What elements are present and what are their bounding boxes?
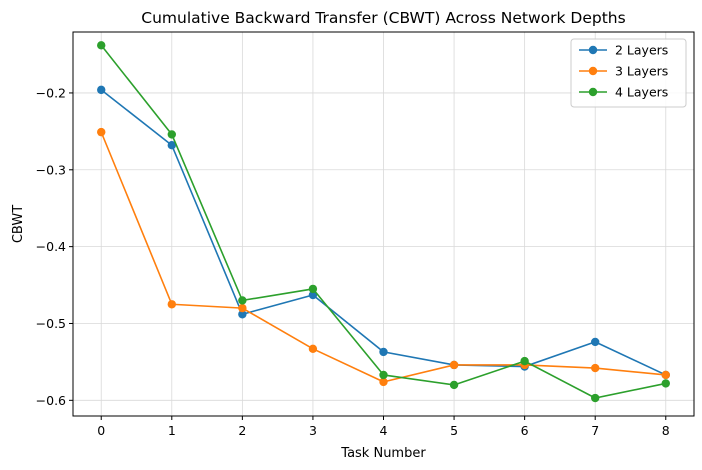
data-point <box>379 377 388 387</box>
x-axis-label: Task Number <box>340 446 426 461</box>
data-point <box>308 344 318 354</box>
data-point <box>379 347 388 357</box>
data-point <box>97 127 106 137</box>
legend-item: 2 Layers <box>579 43 668 58</box>
legend: 2 Layers 3 Layers 4 Layers <box>570 38 687 108</box>
series-layer <box>97 41 670 403</box>
data-point <box>238 296 247 305</box>
data-point <box>167 130 176 139</box>
x-tick-label: 4 <box>380 423 388 438</box>
data-point <box>167 300 176 309</box>
legend-item: 3 Layers <box>579 64 668 79</box>
y-tick-label: −0.3 <box>36 162 66 177</box>
x-tick-label: 5 <box>450 423 458 438</box>
x-tick-label: 3 <box>309 423 317 438</box>
data-point <box>97 85 106 95</box>
data-point <box>238 303 247 313</box>
data-point <box>591 393 600 403</box>
legend-marker <box>588 87 598 97</box>
x-tick-label: 2 <box>238 423 246 438</box>
x-axis: 0 1 2 3 4 5 6 7 8 <box>97 416 670 438</box>
y-axis-label: CBWT <box>11 205 26 243</box>
data-point <box>449 380 459 390</box>
data-point <box>308 290 318 300</box>
data-point <box>97 41 106 50</box>
legend-label: 2 Layers <box>615 43 668 58</box>
y-tick-label: −0.6 <box>36 393 66 408</box>
y-axis: −0.2 −0.3 −0.4 −0.5 −0.6 <box>36 85 73 408</box>
data-point <box>449 360 459 370</box>
legend-item: 4 Layers <box>579 85 668 100</box>
data-point <box>591 363 600 373</box>
x-tick-label: 8 <box>662 423 670 438</box>
y-tick-label: −0.2 <box>36 85 66 100</box>
data-point <box>661 379 670 388</box>
x-tick-label: 0 <box>97 423 105 438</box>
legend-label: 4 Layers <box>615 85 668 100</box>
y-tick-label: −0.4 <box>36 239 66 254</box>
data-point <box>379 370 388 380</box>
data-point <box>308 284 318 294</box>
series-2 <box>97 127 670 387</box>
legend-label: 3 Layers <box>615 64 668 79</box>
legend-marker <box>588 45 598 55</box>
data-point <box>661 370 670 380</box>
data-point <box>167 140 176 150</box>
data-point <box>591 337 600 347</box>
x-tick-label: 7 <box>591 423 599 438</box>
legend-box <box>570 38 687 108</box>
chart-title: Cumulative Backward Transfer (CBWT) Acro… <box>141 9 625 27</box>
data-point <box>238 310 247 319</box>
y-tick-label: −0.5 <box>36 316 66 331</box>
series-3 <box>97 41 670 403</box>
x-tick-label: 1 <box>168 423 176 438</box>
data-point <box>520 356 529 366</box>
legend-marker <box>588 66 598 76</box>
x-tick-label: 6 <box>521 423 529 438</box>
